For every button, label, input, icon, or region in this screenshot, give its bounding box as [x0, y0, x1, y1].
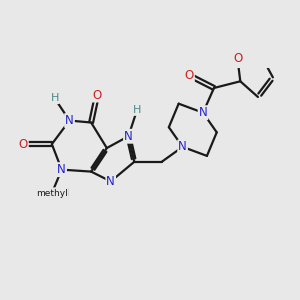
Text: O: O — [92, 88, 102, 101]
Text: N: N — [199, 106, 207, 119]
Text: H: H — [50, 93, 59, 103]
Text: methyl: methyl — [36, 189, 68, 198]
Text: O: O — [233, 52, 242, 65]
Text: O: O — [19, 138, 28, 151]
Text: O: O — [184, 69, 194, 82]
Text: N: N — [124, 130, 133, 143]
Text: methyl: methyl — [35, 188, 69, 198]
Text: N: N — [57, 163, 66, 176]
Text: N: N — [106, 175, 115, 188]
Text: N: N — [178, 140, 187, 153]
Text: N: N — [65, 114, 74, 127]
Text: H: H — [133, 105, 141, 115]
